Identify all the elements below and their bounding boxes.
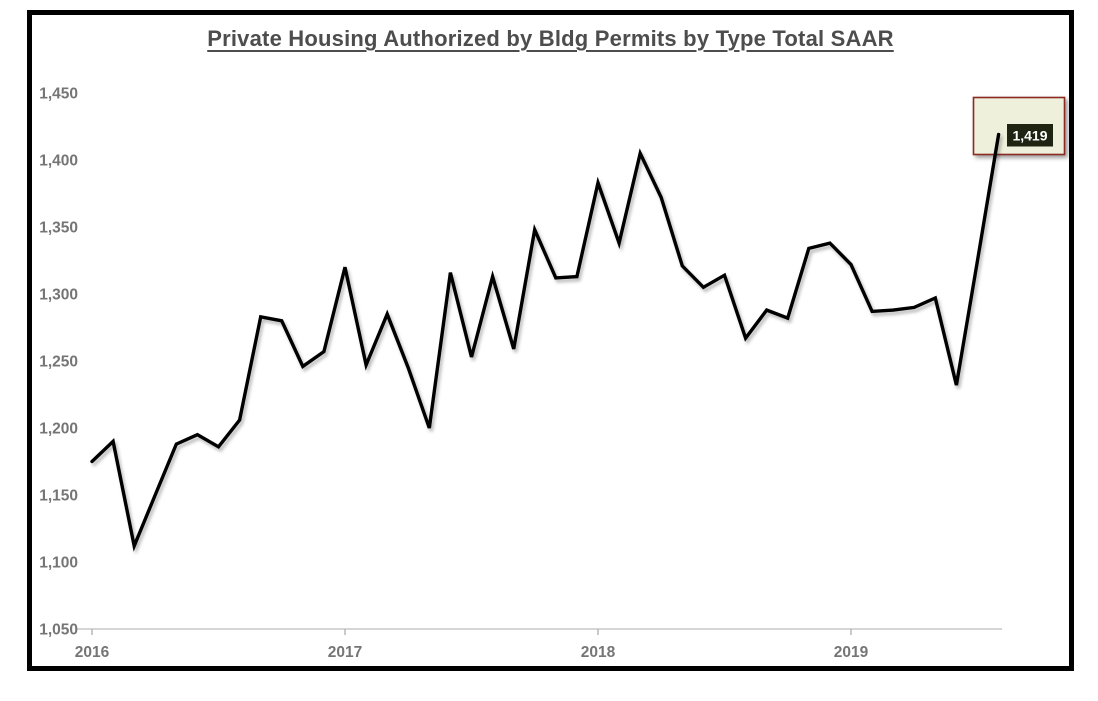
callout-value-box [1007, 124, 1053, 147]
axes: 1,050 1,100 1,150 1,200 1,250 1,300 1,350 1,400… [39, 86, 1002, 661]
y-axis-tick-label: 1,300 [39, 287, 78, 304]
callout-value-label: 1,419 [1012, 128, 1047, 144]
y-axis-tick-label: 1,200 [39, 421, 78, 438]
y-axis-tick-label: 1,150 [39, 488, 78, 505]
data-series [90, 132, 1001, 552]
x-axis-tick-label: 2019 [834, 644, 869, 661]
x-axis-tick-label: 2016 [75, 644, 110, 661]
x-axis-tick-label: 2018 [581, 644, 616, 661]
chart-frame: Private Housing Authorized by Bldg Permi… [27, 10, 1074, 671]
y-axis-tick-label: 1,250 [39, 354, 78, 371]
x-axis-tick-label: 2017 [328, 644, 362, 661]
y-axis-tick-label: 1,100 [39, 555, 78, 572]
chart-title: Private Housing Authorized by Bldg Permi… [207, 26, 894, 51]
y-axis-tick-label: 1,450 [39, 86, 78, 103]
callout-label: 1,419 [1007, 124, 1053, 147]
y-axis-tick-label: 1,400 [39, 153, 78, 170]
data-line [90, 132, 1001, 552]
y-axis-tick-label: 1,350 [39, 220, 78, 237]
y-axis-tick-label: 1,050 [39, 622, 78, 639]
